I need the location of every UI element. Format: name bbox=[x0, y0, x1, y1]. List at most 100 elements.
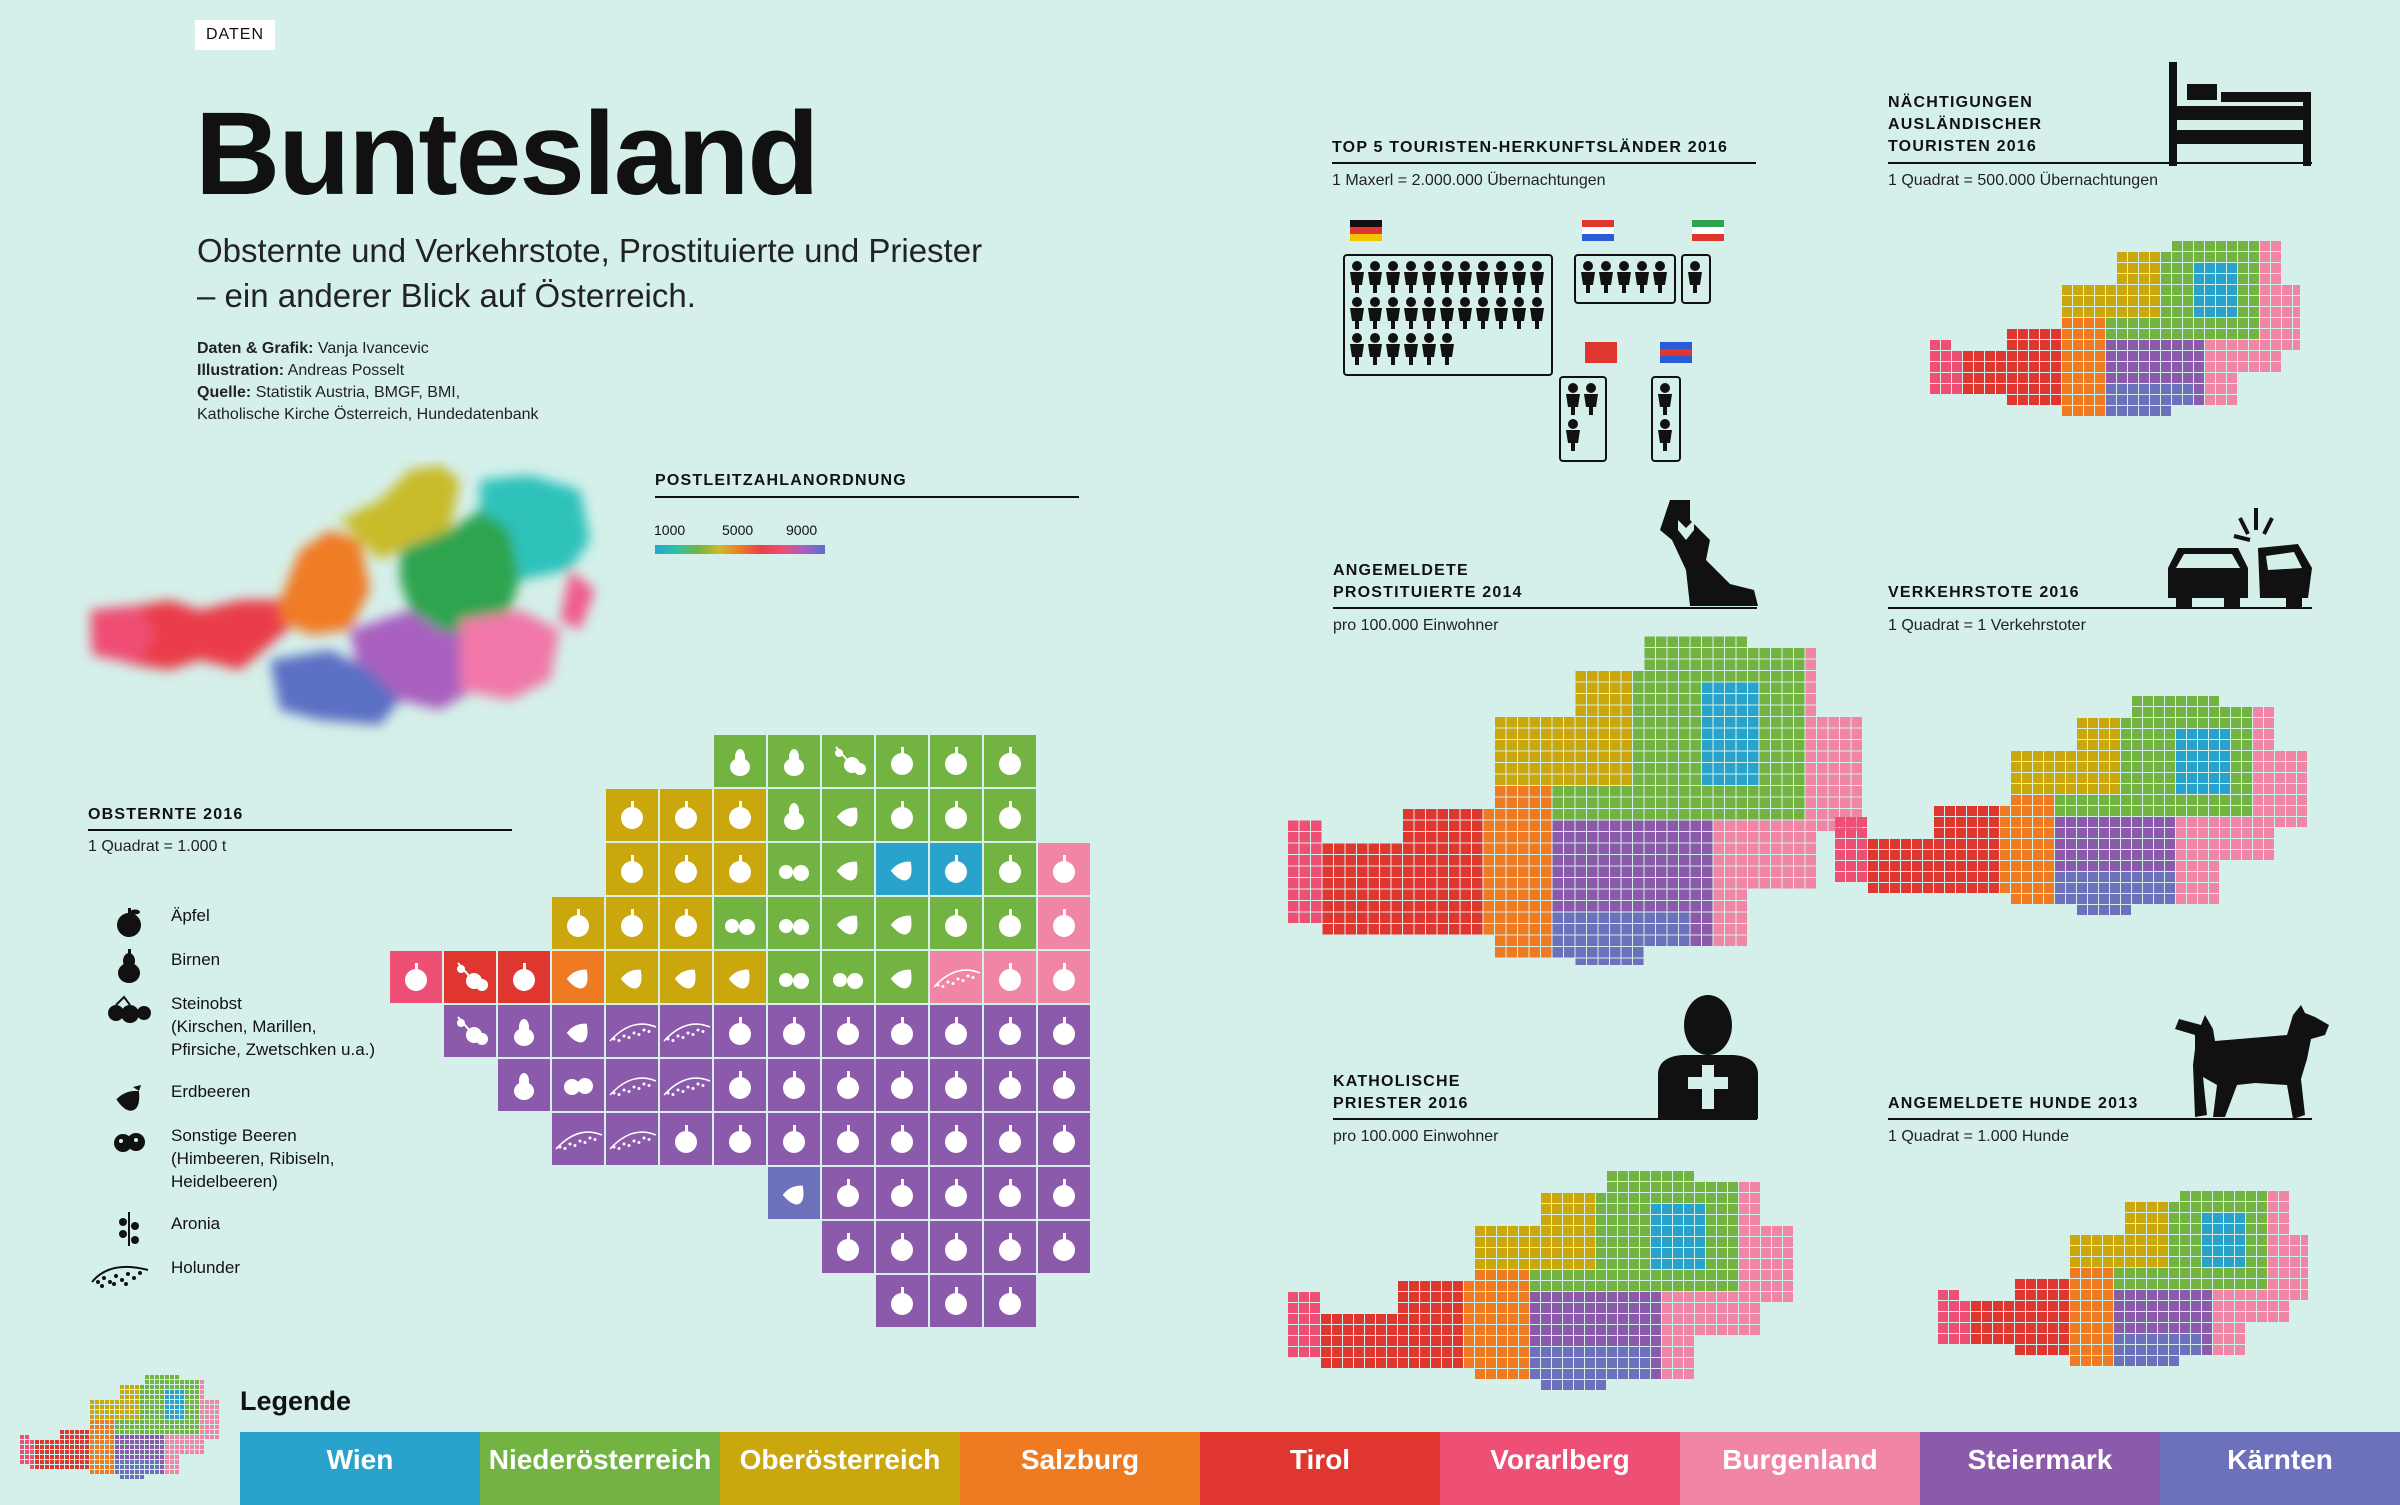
map-square bbox=[1941, 362, 1951, 372]
map-square bbox=[1759, 878, 1770, 889]
map-square bbox=[2150, 296, 2160, 306]
map-square bbox=[1607, 1292, 1617, 1302]
map-square bbox=[1541, 912, 1552, 923]
map-square bbox=[1640, 1215, 1650, 1225]
map-square bbox=[2154, 795, 2164, 805]
map-square bbox=[1633, 809, 1644, 820]
map-square bbox=[1575, 935, 1586, 946]
map-square bbox=[1575, 694, 1586, 705]
map-square bbox=[2187, 696, 2197, 706]
map-square bbox=[130, 1415, 134, 1419]
map-square bbox=[1633, 866, 1644, 877]
map-square bbox=[175, 1410, 179, 1414]
map-square bbox=[1640, 1369, 1650, 1379]
map-square bbox=[1575, 958, 1586, 965]
map-square bbox=[1486, 1369, 1496, 1379]
fruit-cell-apple bbox=[822, 1221, 874, 1273]
map-square bbox=[1890, 872, 1900, 882]
map-square bbox=[1713, 774, 1724, 785]
fruit-cell-strawberry bbox=[552, 951, 604, 1003]
map-square bbox=[2117, 384, 2127, 394]
map-square bbox=[1552, 878, 1563, 889]
map-square bbox=[1596, 1248, 1606, 1258]
map-square bbox=[1794, 694, 1805, 705]
map-square bbox=[1380, 878, 1391, 889]
map-square bbox=[120, 1435, 124, 1439]
map-square bbox=[110, 1470, 114, 1474]
page-title: Buntesland bbox=[195, 88, 819, 220]
map-square bbox=[90, 1440, 94, 1444]
map-square bbox=[80, 1455, 84, 1459]
map-square bbox=[2191, 1345, 2201, 1355]
map-square bbox=[1771, 820, 1782, 831]
map-square bbox=[1529, 717, 1540, 728]
map-square bbox=[1736, 924, 1747, 935]
map-square bbox=[1702, 878, 1713, 889]
map-square bbox=[175, 1415, 179, 1419]
map-square bbox=[1651, 1292, 1661, 1302]
obsternte-unit: 1 Quadrat = 1.000 t bbox=[88, 838, 227, 855]
map-square bbox=[1621, 728, 1632, 739]
fruit-cell-strawberry bbox=[822, 843, 874, 895]
map-square bbox=[195, 1395, 199, 1399]
fruit-cell-strawberry bbox=[768, 1167, 820, 1219]
map-square bbox=[2154, 740, 2164, 750]
map-square bbox=[2271, 362, 2281, 372]
map-square bbox=[1587, 878, 1598, 889]
map-square bbox=[1495, 912, 1506, 923]
map-square bbox=[1739, 1204, 1749, 1214]
map-square bbox=[2062, 285, 2072, 295]
map-square bbox=[2088, 905, 2098, 915]
map-square bbox=[1662, 1171, 1672, 1181]
map-square bbox=[2059, 1334, 2069, 1344]
map-square bbox=[1376, 1325, 1386, 1335]
map-square bbox=[2081, 1356, 2091, 1366]
map-square bbox=[2084, 329, 2094, 339]
map-square bbox=[2147, 1279, 2157, 1289]
map-square bbox=[1725, 671, 1736, 682]
map-square bbox=[2290, 1268, 2300, 1278]
map-square bbox=[1805, 820, 1816, 831]
map-square bbox=[2176, 872, 2186, 882]
map-square bbox=[1633, 763, 1644, 774]
fruit-cell-apple bbox=[714, 789, 766, 841]
map-square bbox=[1713, 671, 1724, 682]
map-square bbox=[2007, 329, 2017, 339]
map-square bbox=[1748, 671, 1759, 682]
map-square bbox=[1409, 1325, 1419, 1335]
map-square bbox=[1345, 855, 1356, 866]
map-square bbox=[1506, 924, 1517, 935]
map-square bbox=[1607, 1193, 1617, 1203]
map-square bbox=[135, 1415, 139, 1419]
map-square bbox=[1667, 694, 1678, 705]
map-square bbox=[1288, 901, 1299, 912]
map-square bbox=[1299, 1292, 1309, 1302]
map-square bbox=[1464, 1303, 1474, 1313]
map-square bbox=[1598, 717, 1609, 728]
map-square bbox=[1857, 850, 1867, 860]
map-square bbox=[1506, 763, 1517, 774]
map-square bbox=[2077, 795, 2087, 805]
map-square bbox=[1508, 1292, 1518, 1302]
map-square bbox=[1311, 820, 1322, 831]
map-square bbox=[1311, 901, 1322, 912]
map-square bbox=[1519, 1248, 1529, 1258]
map-square bbox=[1519, 1281, 1529, 1291]
map-square bbox=[1299, 912, 1310, 923]
map-square bbox=[1610, 947, 1621, 958]
map-square bbox=[2007, 395, 2017, 405]
map-square bbox=[155, 1470, 159, 1474]
map-square bbox=[2220, 740, 2230, 750]
map-square bbox=[2088, 817, 2098, 827]
credit-line: Quelle: Statistik Austria, BMGF, BMI, bbox=[197, 384, 461, 401]
map-square bbox=[1495, 786, 1506, 797]
map-square bbox=[2235, 1334, 2245, 1344]
map-square bbox=[2095, 296, 2105, 306]
map-square bbox=[50, 1440, 54, 1444]
map-square bbox=[1519, 1314, 1529, 1324]
legend-state-wien: Wien bbox=[240, 1432, 480, 1505]
map-square bbox=[1618, 1182, 1628, 1192]
map-square bbox=[2088, 751, 2098, 761]
map-square bbox=[160, 1440, 164, 1444]
map-square bbox=[1783, 1248, 1793, 1258]
